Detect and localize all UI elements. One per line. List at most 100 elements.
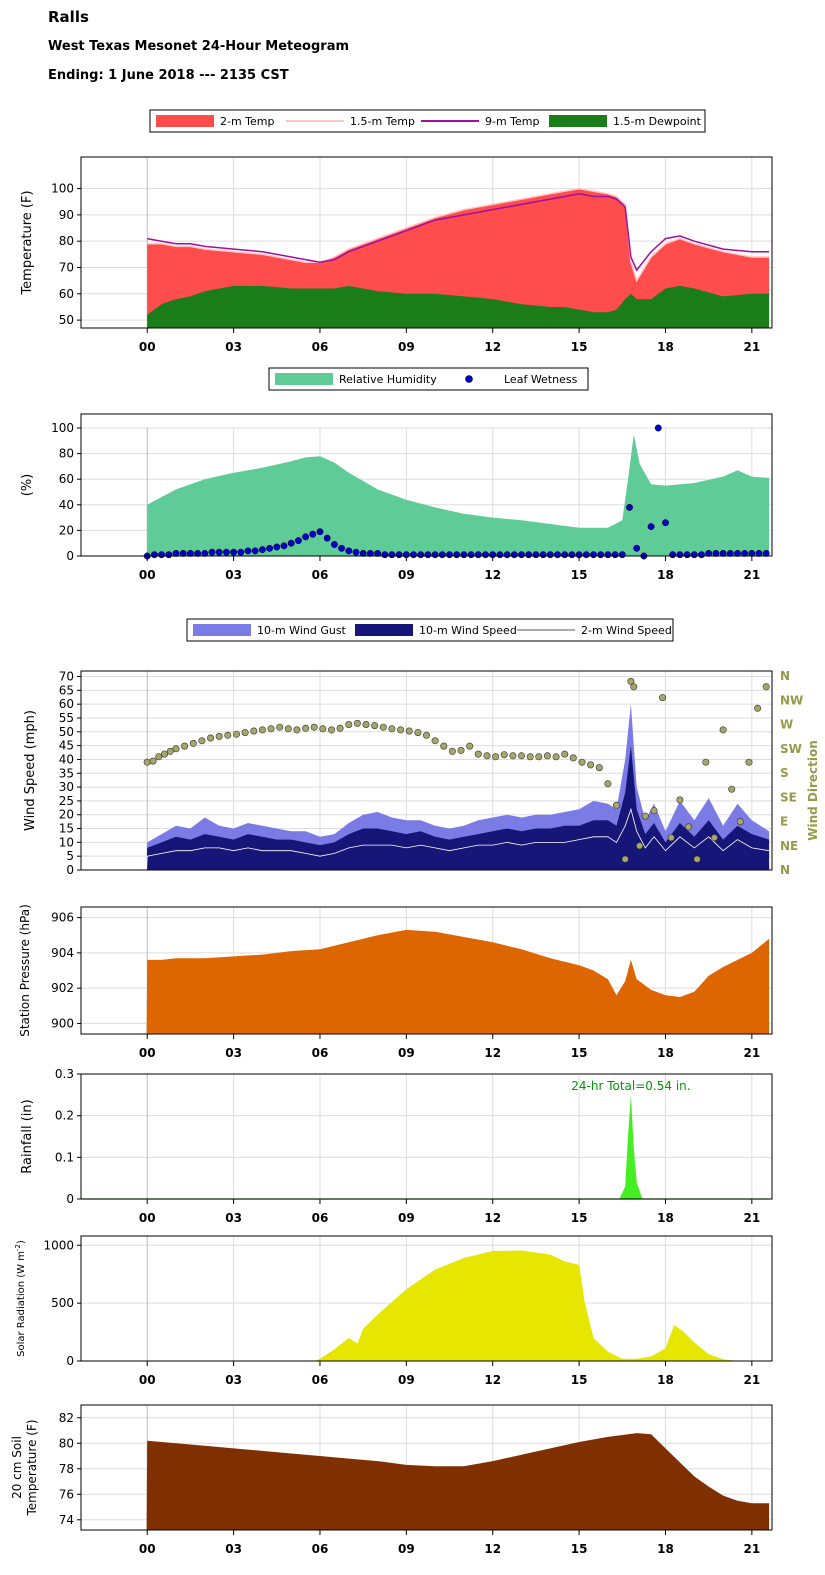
rainfall-total-annotation: 24-hr Total=0.54 in. <box>571 1079 690 1093</box>
rainfall-xtick-label: 15 <box>571 1211 588 1225</box>
leaf-wetness-point <box>525 551 533 559</box>
wind-direction-point <box>702 758 710 766</box>
humidity-legend-label: Leaf Wetness <box>504 373 578 386</box>
wind-direction-ylabel: Wind Direction <box>806 740 820 841</box>
wind-direction-point <box>754 704 762 712</box>
soil-ylabel: 20 cm SoilTemperature (F) <box>10 1419 39 1516</box>
soil-ylabel-line1: 20 cm Soil <box>10 1436 24 1499</box>
leaf-wetness-point <box>676 551 684 559</box>
wind-direction-point <box>535 753 543 761</box>
wind-direction-point <box>745 758 753 766</box>
solar-plot-border <box>80 1235 773 1362</box>
rainfall-xtick-label: 09 <box>398 1211 415 1225</box>
rainfall-ytick-label: 0.3 <box>55 1067 74 1081</box>
wind-direction-point <box>422 731 430 739</box>
temperature-ytick-label: 80 <box>59 234 74 248</box>
solar-xtick-label: 00 <box>139 1373 156 1387</box>
wind-direction-point <box>440 742 448 750</box>
pressure-xtick-label: 12 <box>484 1046 501 1060</box>
leaf-wetness-point <box>237 548 245 556</box>
pressure-xtick-label: 21 <box>743 1046 760 1060</box>
leaf-wetness-point <box>726 549 734 557</box>
wind-direction-point <box>710 834 718 842</box>
wind-direction-point <box>149 757 157 765</box>
wind-direction-point <box>448 747 456 755</box>
solar-ytick-label: 1000 <box>43 1238 74 1252</box>
wind-legend-box <box>186 618 674 642</box>
wind-speed-2m-line <box>81 807 770 871</box>
temperature-ytick-label: 90 <box>59 208 74 222</box>
leaf-wetness-point <box>251 547 259 555</box>
wind-direction-point <box>650 807 658 815</box>
station-pressure-area <box>81 929 770 1034</box>
leaf-wetness-point <box>381 551 389 559</box>
temperature-legend: 2-m Temp 1.5-m Temp 9-m Temp 1.5-m Dewpoint <box>149 109 706 133</box>
ending-time: Ending: 1 June 2018 --- 2135 CST <box>48 68 289 83</box>
wind-plot-border <box>80 670 773 871</box>
soil-xtick-label: 21 <box>743 1542 760 1556</box>
wind-direction-point <box>762 683 770 691</box>
wind-ytick-label: 60 <box>59 697 74 711</box>
pressure-panel: 900 902 904 906 00 03 06 09 12 15 18 21 <box>51 906 773 1060</box>
temperature-legend-swatch <box>549 115 607 127</box>
pressure-xtick-label: 09 <box>398 1046 415 1060</box>
soil-ytick-label: 76 <box>59 1487 74 1501</box>
temp-9m-line <box>147 193 770 272</box>
leaf-wetness-point <box>568 551 576 559</box>
solar-panel: 0 500 1000 00 03 06 09 12 15 18 21 <box>43 1235 773 1387</box>
leaf-wetness-point <box>532 551 540 559</box>
wind-direction-tick-label: NE <box>780 839 798 853</box>
leaf-wetness-point <box>258 546 266 554</box>
solar-xtick-label: 12 <box>484 1373 501 1387</box>
temperature-xtick-label: 06 <box>312 340 329 354</box>
temperature-xtick-label: 21 <box>743 340 760 354</box>
wind-legend-label: 2-m Wind Speed <box>581 624 672 637</box>
temperature-xtick-label: 09 <box>398 340 415 354</box>
wind-ytick-label: 5 <box>66 849 74 863</box>
wind-direction-point <box>293 726 301 734</box>
leaf-wetness-point <box>734 549 741 557</box>
wind-direction-point <box>667 834 675 842</box>
solar-xtick-label: 06 <box>312 1373 329 1387</box>
wind-direction-point <box>641 812 649 820</box>
leaf-wetness-point <box>554 551 561 559</box>
leaf-wetness-point <box>597 551 605 559</box>
leaf-wetness-point <box>194 549 202 557</box>
leaf-wetness-point <box>683 551 691 559</box>
wind-direction-point <box>327 726 335 734</box>
leaf-wetness-point <box>186 549 194 557</box>
wind-direction-point <box>379 723 387 731</box>
wind-direction-point <box>500 751 508 759</box>
wind-legend-swatch <box>193 624 251 636</box>
rainfall-area <box>81 1094 770 1199</box>
wind-ytick-label: 25 <box>59 794 74 808</box>
rainfall-ytick-label: 0.1 <box>55 1150 74 1164</box>
temperature-ylabel: Temperature (F) <box>20 190 35 295</box>
dewpoint-area <box>147 285 770 328</box>
leaf-wetness-point <box>626 503 633 511</box>
wind-direction-point <box>474 750 482 758</box>
leaf-wetness-point <box>539 551 547 559</box>
pressure-xtick-label: 15 <box>571 1046 588 1060</box>
leaf-wetness-point <box>748 549 756 557</box>
pressure-ylabel: Station Pressure (hPa) <box>18 904 32 1037</box>
leaf-wetness-point <box>561 551 569 559</box>
wind-direction-tick-label: S <box>780 766 789 780</box>
wind-direction-tick-label: NW <box>780 693 803 707</box>
wind-direction-point <box>276 723 284 731</box>
leaf-wetness-point <box>705 549 713 557</box>
leaf-wetness-point <box>302 533 310 541</box>
humidity-xtick-label: 18 <box>657 568 674 582</box>
temperature-panel: 50 60 70 80 90 100 00 03 06 09 12 15 18 21 <box>51 156 773 354</box>
humidity-ytick-label: 0 <box>66 549 74 563</box>
wind-direction-point <box>284 725 292 733</box>
leaf-wetness-point <box>345 547 353 555</box>
leaf-wetness-point <box>424 551 432 559</box>
leaf-wetness-point <box>410 551 417 559</box>
wind-direction-tick-label: W <box>780 718 793 732</box>
wind-direction-point <box>353 719 361 727</box>
wind-legend-swatch <box>355 624 413 636</box>
humidity-xtick-label: 21 <box>743 568 760 582</box>
humidity-legend-box <box>268 367 589 391</box>
leaf-wetness-point <box>719 549 727 557</box>
